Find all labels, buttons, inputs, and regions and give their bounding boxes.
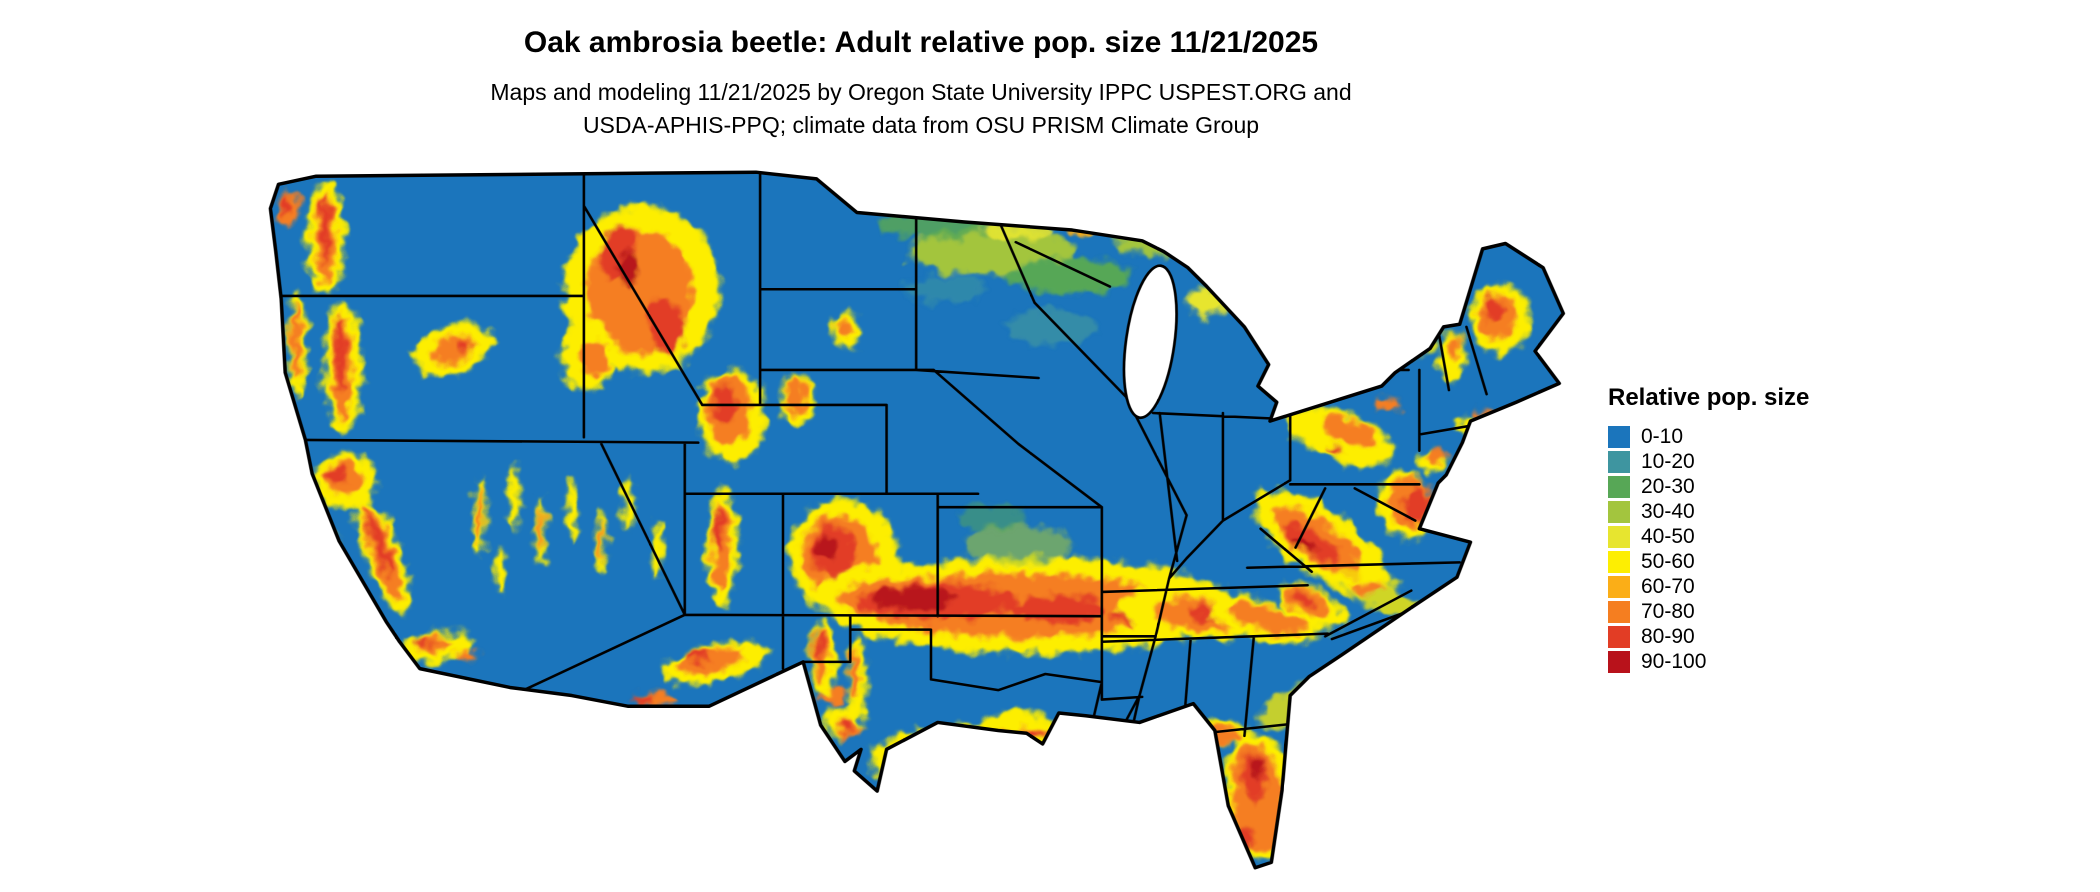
legend-title: Relative pop. size xyxy=(1608,384,1810,411)
legend-label: 20-30 xyxy=(1641,474,1695,498)
legend-label: 60-70 xyxy=(1641,574,1695,598)
legend-label: 10-20 xyxy=(1641,449,1695,473)
legend-swatch-30-40 xyxy=(1608,500,1630,523)
legend-item: 60-70 xyxy=(1608,574,1809,599)
legend-label: 0-10 xyxy=(1641,424,1684,448)
legend-swatch-50-60 xyxy=(1608,550,1630,573)
legend-label: 50-60 xyxy=(1641,549,1695,573)
legend-label: 40-50 xyxy=(1641,524,1695,548)
legend-label: 30-40 xyxy=(1641,499,1695,523)
legend-swatch-70-80 xyxy=(1608,600,1630,623)
legend-item: 90-100 xyxy=(1608,649,1809,674)
legend-item: 20-30 xyxy=(1608,474,1809,499)
legend: Relative pop. size 0-10 10-20 20-30 30-4… xyxy=(1608,384,1809,674)
legend-label: 70-80 xyxy=(1641,599,1695,623)
state-borders xyxy=(277,172,1499,746)
page-subtitle: Maps and modeling 11/21/2025 by Oregon S… xyxy=(0,76,1842,142)
legend-swatch-80-90 xyxy=(1608,625,1630,648)
legend-item: 10-20 xyxy=(1608,449,1809,474)
legend-item: 0-10 xyxy=(1608,424,1809,449)
us-map-svg xyxy=(268,170,1566,870)
lake-michigan xyxy=(1122,264,1178,420)
legend-label: 80-90 xyxy=(1641,624,1695,648)
legend-item: 80-90 xyxy=(1608,624,1809,649)
page-title: Oak ambrosia beetle: Adult relative pop.… xyxy=(523,26,1319,59)
legend-swatch-40-50 xyxy=(1608,525,1630,548)
subtitle-line-1: Maps and modeling 11/21/2025 by Oregon S… xyxy=(490,79,1352,105)
legend-item: 70-80 xyxy=(1608,599,1809,624)
legend-swatch-10-20 xyxy=(1608,450,1630,473)
header: Oak ambrosia beetle: Adult relative pop.… xyxy=(0,0,1842,142)
legend-swatch-20-30 xyxy=(1608,475,1630,498)
legend-item: 40-50 xyxy=(1608,524,1809,549)
legend-swatch-90-100 xyxy=(1608,650,1630,673)
legend-item: 30-40 xyxy=(1608,499,1809,524)
us-map xyxy=(265,168,1570,884)
legend-label: 90-100 xyxy=(1641,649,1707,673)
legend-item: 50-60 xyxy=(1608,549,1809,574)
legend-swatch-0-10 xyxy=(1608,425,1630,448)
legend-swatch-60-70 xyxy=(1608,575,1630,598)
subtitle-line-2: USDA-APHIS-PPQ; climate data from OSU PR… xyxy=(582,112,1260,138)
